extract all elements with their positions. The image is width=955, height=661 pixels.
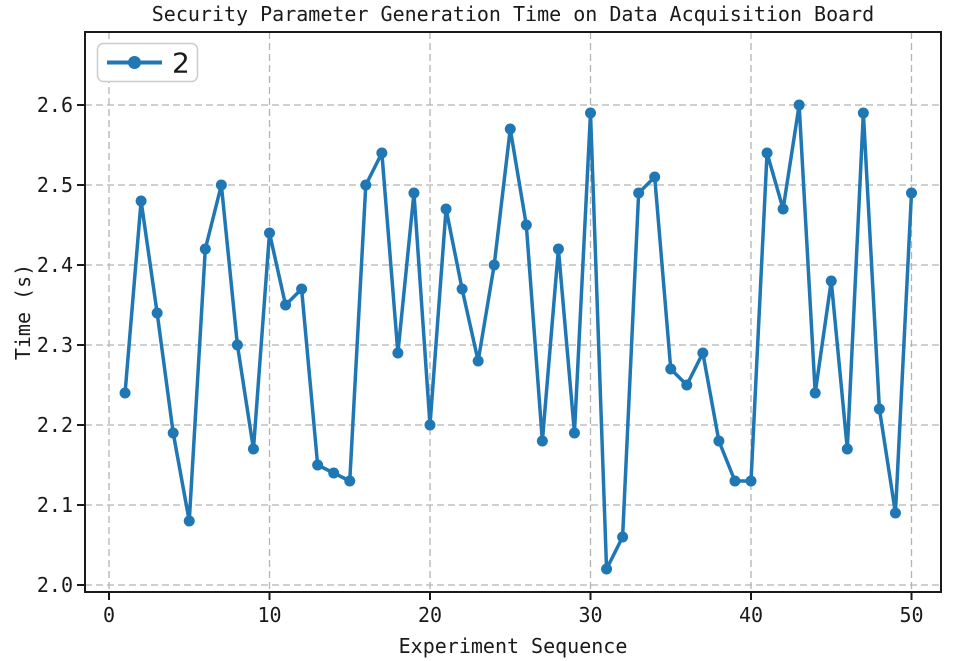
data-point <box>135 195 147 207</box>
data-point <box>681 379 693 391</box>
data-point <box>617 531 629 543</box>
data-point <box>585 107 596 119</box>
data-point <box>761 147 773 159</box>
data-series <box>119 99 917 575</box>
data-point <box>199 243 211 255</box>
data-point <box>906 187 917 199</box>
y-tick-label: 2.0 <box>37 573 73 597</box>
data-point <box>713 435 725 447</box>
data-point <box>601 563 613 575</box>
legend: 2 <box>96 42 199 83</box>
data-point <box>296 283 308 295</box>
data-line <box>123 103 914 571</box>
data-point <box>119 387 131 399</box>
data-point <box>183 515 195 527</box>
data-point <box>504 123 516 135</box>
data-point <box>328 467 340 479</box>
data-point <box>312 459 324 471</box>
data-point <box>825 275 837 287</box>
data-point <box>280 299 292 311</box>
data-point <box>247 443 259 455</box>
data-point <box>456 283 468 295</box>
legend-marker-icon <box>128 56 141 69</box>
tick-layer: 0 10 20 30 40 50 2.0 2.1 2.2 2.3 2.4 2.5 2.6 <box>37 93 924 627</box>
data-point <box>264 227 275 239</box>
data-point <box>231 339 243 351</box>
data-point <box>745 475 757 487</box>
data-point <box>841 443 853 455</box>
y-tick-label: 2.1 <box>37 493 73 517</box>
data-point <box>151 307 163 319</box>
data-point <box>777 203 789 215</box>
x-tick-label: 40 <box>739 603 763 627</box>
data-point <box>472 355 484 367</box>
data-point <box>440 203 452 215</box>
data-point <box>408 187 420 199</box>
y-tick-label: 2.5 <box>37 173 73 197</box>
data-point <box>360 179 372 191</box>
data-point <box>167 427 179 439</box>
data-point <box>809 387 821 399</box>
data-point <box>568 427 580 439</box>
data-point <box>649 171 661 183</box>
data-point <box>552 243 564 255</box>
y-tick-label: 2.3 <box>37 333 73 357</box>
y-axis-label: Time (s) <box>11 264 35 360</box>
y-tick-label: 2.2 <box>37 413 73 437</box>
y-tick-label: 2.4 <box>37 253 73 277</box>
plot-border <box>84 31 942 593</box>
data-point <box>729 475 741 487</box>
chart-title: Security Parameter Generation Time on Da… <box>152 2 874 26</box>
data-point <box>873 403 885 415</box>
data-point <box>536 435 548 447</box>
grid-layer <box>85 32 941 592</box>
y-tick-label: 2.6 <box>37 93 73 117</box>
data-point <box>697 347 709 359</box>
data-point <box>633 187 645 199</box>
data-point <box>344 475 356 487</box>
data-point <box>857 107 869 119</box>
data-point <box>889 507 901 519</box>
x-tick-label: 10 <box>257 603 281 627</box>
data-point <box>793 99 805 111</box>
data-point <box>520 219 532 231</box>
x-axis-label: Experiment Sequence <box>399 634 628 658</box>
legend-label: 2 <box>172 47 190 80</box>
data-point <box>392 347 404 359</box>
x-tick-label: 20 <box>418 603 442 627</box>
data-point <box>488 259 500 271</box>
x-tick-label: 0 <box>103 603 115 627</box>
x-tick-label: 30 <box>578 603 602 627</box>
x-tick-label: 50 <box>899 603 923 627</box>
data-point <box>215 179 227 191</box>
data-point <box>665 363 677 375</box>
data-point <box>376 147 388 159</box>
data-point <box>424 419 436 431</box>
